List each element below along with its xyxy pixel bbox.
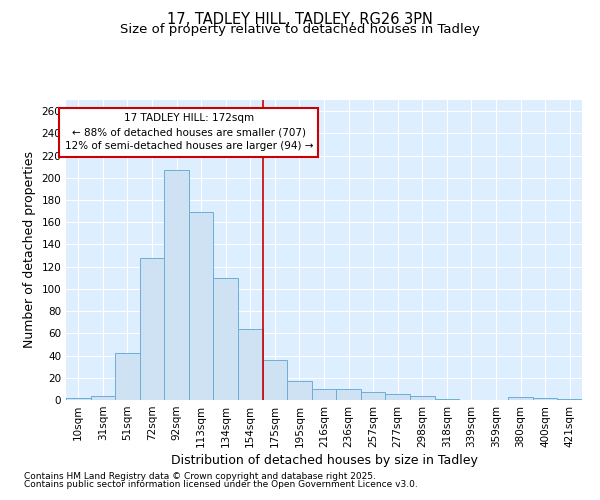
Bar	[140, 258, 164, 400]
Text: 17 TADLEY HILL: 172sqm
← 88% of detached houses are smaller (707)
12% of semi-de: 17 TADLEY HILL: 172sqm ← 88% of detached…	[65, 114, 313, 152]
Bar	[189, 212, 214, 400]
Bar	[385, 394, 410, 400]
Text: Size of property relative to detached houses in Tadley: Size of property relative to detached ho…	[120, 22, 480, 36]
Bar	[115, 354, 140, 400]
Y-axis label: Number of detached properties: Number of detached properties	[23, 152, 36, 348]
Bar	[312, 389, 336, 400]
Bar	[263, 360, 287, 400]
Bar	[214, 278, 238, 400]
Bar	[508, 396, 533, 400]
Bar	[238, 329, 263, 400]
Bar	[434, 399, 459, 400]
Bar	[557, 399, 582, 400]
Bar	[91, 396, 115, 400]
X-axis label: Distribution of detached houses by size in Tadley: Distribution of detached houses by size …	[170, 454, 478, 467]
Bar	[410, 396, 434, 400]
Text: Contains HM Land Registry data © Crown copyright and database right 2025.: Contains HM Land Registry data © Crown c…	[24, 472, 376, 481]
Text: 17, TADLEY HILL, TADLEY, RG26 3PN: 17, TADLEY HILL, TADLEY, RG26 3PN	[167, 12, 433, 28]
Bar	[336, 389, 361, 400]
Bar	[287, 381, 312, 400]
Text: Contains public sector information licensed under the Open Government Licence v3: Contains public sector information licen…	[24, 480, 418, 489]
Bar	[533, 398, 557, 400]
Bar	[361, 392, 385, 400]
Bar	[164, 170, 189, 400]
Bar	[66, 398, 91, 400]
